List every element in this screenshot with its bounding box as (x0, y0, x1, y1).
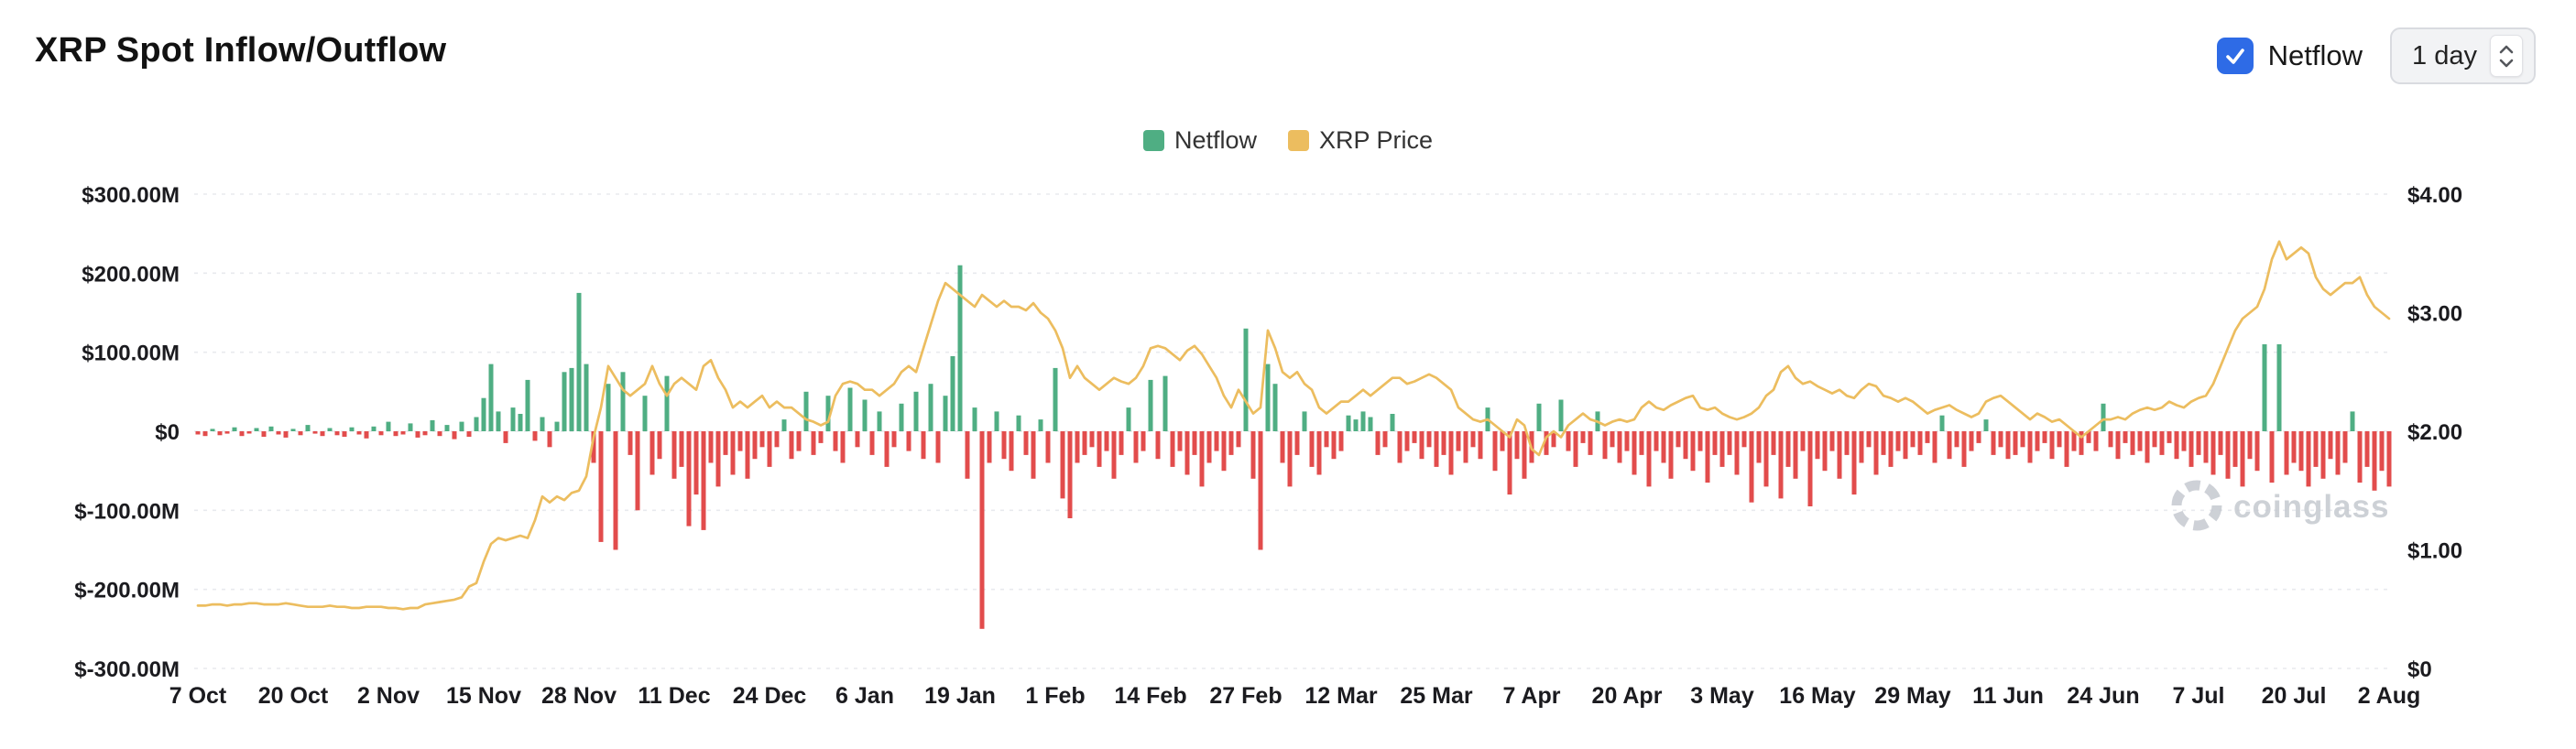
coinglass-logo-icon (2171, 480, 2222, 531)
svg-text:12 Mar: 12 Mar (1304, 683, 1377, 709)
svg-text:1 Feb: 1 Feb (1025, 683, 1085, 709)
svg-text:$300.00M: $300.00M (82, 183, 180, 208)
svg-text:$3.00: $3.00 (2407, 302, 2462, 327)
svg-text:25 Mar: 25 Mar (1400, 683, 1472, 709)
svg-text:$0: $0 (2407, 657, 2432, 682)
xrp-price-swatch-icon (1287, 130, 1309, 151)
svg-text:11 Dec: 11 Dec (638, 683, 710, 709)
svg-text:$-300.00M: $-300.00M (74, 657, 180, 682)
svg-text:28 Nov: 28 Nov (541, 683, 617, 709)
svg-text:20 Apr: 20 Apr (1592, 683, 1663, 709)
legend-item-netflow[interactable]: Netflow (1142, 126, 1257, 155)
svg-text:16 May: 16 May (1779, 683, 1855, 709)
netflow-checkbox[interactable] (2216, 38, 2254, 74)
check-icon (2225, 49, 2244, 64)
chevron-down-icon (2499, 59, 2514, 67)
svg-text:3 May: 3 May (1690, 683, 1754, 709)
svg-text:24 Jun: 24 Jun (2067, 683, 2139, 709)
svg-text:2 Nov: 2 Nov (357, 683, 420, 709)
axis-labels: $300.00M $200.00M $100.00M $0 $-100.00M $-200… (74, 183, 2462, 709)
netflow-swatch-icon (1142, 130, 1164, 151)
svg-text:15 Nov: 15 Nov (446, 683, 521, 709)
stepper-icon (2490, 35, 2523, 77)
svg-text:7 Apr: 7 Apr (1503, 683, 1561, 709)
price-line (196, 240, 2391, 611)
svg-text:$200.00M: $200.00M (82, 262, 180, 287)
legend-label-xrp-price: XRP Price (1318, 126, 1434, 154)
svg-text:20 Jul: 20 Jul (2262, 683, 2327, 709)
svg-text:$-200.00M: $-200.00M (74, 579, 180, 603)
svg-text:11 Jun: 11 Jun (1972, 683, 2044, 709)
chart-area: $300.00M $200.00M $100.00M $0 $-100.00M $-200… (0, 165, 2576, 742)
netflow-chart: $300.00M $200.00M $100.00M $0 $-100.00M $-200… (74, 183, 2462, 709)
svg-text:24 Dec: 24 Dec (733, 683, 807, 709)
page-title: XRP Spot Inflow/Outflow (35, 31, 447, 70)
gridlines (194, 193, 2393, 669)
svg-text:2 Aug: 2 Aug (2358, 683, 2421, 709)
svg-text:$1.00: $1.00 (2407, 539, 2462, 564)
svg-text:$100.00M: $100.00M (82, 342, 180, 366)
svg-text:$-100.00M: $-100.00M (74, 499, 180, 524)
page-header: XRP Spot Inflow/Outflow Netflow 1 day (0, 0, 2576, 101)
svg-text:19 Jan: 19 Jan (924, 683, 996, 709)
svg-text:$0: $0 (155, 420, 180, 445)
chevron-up-icon (2499, 45, 2514, 53)
netflow-toggle[interactable]: Netflow (2216, 38, 2363, 74)
svg-text:6 Jan: 6 Jan (835, 683, 894, 709)
legend: Netflow XRP Price (0, 126, 2576, 155)
netflow-bars (195, 265, 2392, 629)
watermark-text: coinglass (2233, 489, 2389, 525)
svg-text:29 May: 29 May (1874, 683, 1950, 709)
svg-text:27 Feb: 27 Feb (1209, 683, 1282, 709)
netflow-toggle-label: Netflow (2267, 39, 2363, 71)
chart-controls: Netflow 1 day (2216, 27, 2536, 84)
svg-text:$2.00: $2.00 (2407, 420, 2462, 445)
svg-text:7 Oct: 7 Oct (169, 683, 227, 709)
interval-dropdown[interactable]: 1 day (2390, 27, 2536, 84)
legend-label-netflow: Netflow (1173, 126, 1257, 154)
interval-value: 1 day (2412, 40, 2477, 71)
legend-item-xrp-price[interactable]: XRP Price (1287, 126, 1434, 155)
svg-text:7 Jul: 7 Jul (2173, 683, 2225, 709)
coinglass-watermark: coinglass (2171, 480, 2389, 531)
svg-text:20 Oct: 20 Oct (258, 683, 329, 709)
svg-text:$4.00: $4.00 (2407, 183, 2462, 208)
svg-text:14 Feb: 14 Feb (1114, 683, 1186, 709)
